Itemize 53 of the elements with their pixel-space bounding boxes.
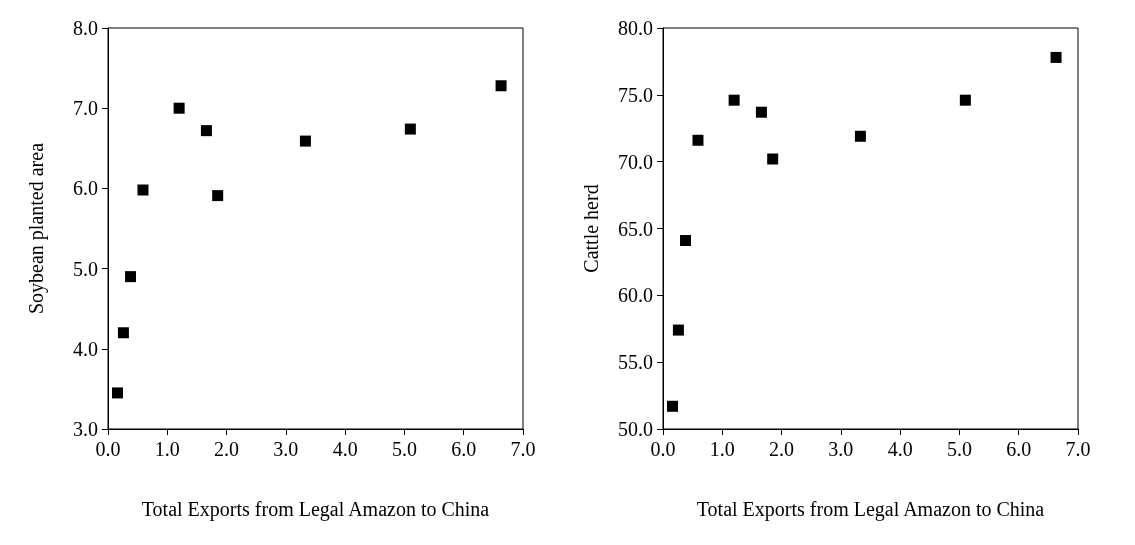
- point: [117, 327, 129, 339]
- x-tick-label: 2.0: [769, 438, 795, 460]
- y-tick-label: 60.0: [618, 284, 653, 307]
- x-tick-label: 1.0: [154, 438, 180, 460]
- x-tick-label: 6.0: [451, 438, 477, 460]
- x-tick-label: 5.0: [946, 438, 972, 460]
- point: [767, 153, 779, 165]
- point: [299, 135, 311, 147]
- x-axis-title: Total Exports from Legal Amazon to China: [696, 498, 1045, 521]
- point: [137, 184, 149, 196]
- y-tick-label: 80.0: [618, 17, 653, 39]
- x-tick-label: 3.0: [273, 438, 299, 460]
- x-tick-label: 5.0: [391, 438, 417, 460]
- point: [404, 123, 416, 135]
- point: [212, 190, 224, 202]
- point: [728, 94, 740, 106]
- point: [854, 130, 866, 142]
- y-tick-label: 6.0: [73, 177, 98, 200]
- y-tick-label: 55.0: [618, 351, 653, 374]
- x-axis-title: Total Exports from Legal Amazon to China: [141, 498, 490, 521]
- point: [495, 80, 507, 92]
- x-tick-label: 4.0: [332, 438, 358, 460]
- x-tick-label: 7.0: [1065, 438, 1091, 460]
- x-tick-label: 7.0: [510, 438, 536, 460]
- y-tick-label: 7.0: [73, 97, 98, 120]
- y-tick-label: 70.0: [618, 150, 653, 173]
- point: [125, 271, 137, 283]
- y-axis-title: Soybean planted area: [25, 142, 48, 315]
- x-tick-label: 0.0: [650, 438, 676, 460]
- x-tick-label: 3.0: [828, 438, 854, 460]
- y-tick-label: 5.0: [73, 257, 98, 280]
- point: [755, 106, 767, 118]
- y-tick-label: 3.0: [73, 418, 98, 440]
- point: [111, 387, 123, 399]
- point: [1050, 51, 1062, 63]
- y-tick-label: 75.0: [618, 83, 653, 106]
- point: [173, 102, 185, 114]
- y-tick-label: 4.0: [73, 337, 98, 360]
- point: [672, 324, 684, 336]
- y-tick-label: 8.0: [73, 17, 98, 39]
- x-tick-label: 4.0: [887, 438, 913, 460]
- point: [692, 134, 704, 146]
- point: [200, 125, 212, 137]
- x-tick-label: 0.0: [95, 438, 121, 460]
- y-axis-title: Cattle herd: [580, 184, 602, 273]
- point: [666, 400, 678, 412]
- y-tick-label: 65.0: [618, 217, 653, 240]
- point: [680, 235, 692, 247]
- point: [959, 94, 971, 106]
- x-tick-label: 6.0: [1006, 438, 1032, 460]
- y-tick-label: 50.0: [618, 418, 653, 440]
- x-tick-label: 2.0: [214, 438, 240, 460]
- x-tick-label: 1.0: [709, 438, 735, 460]
